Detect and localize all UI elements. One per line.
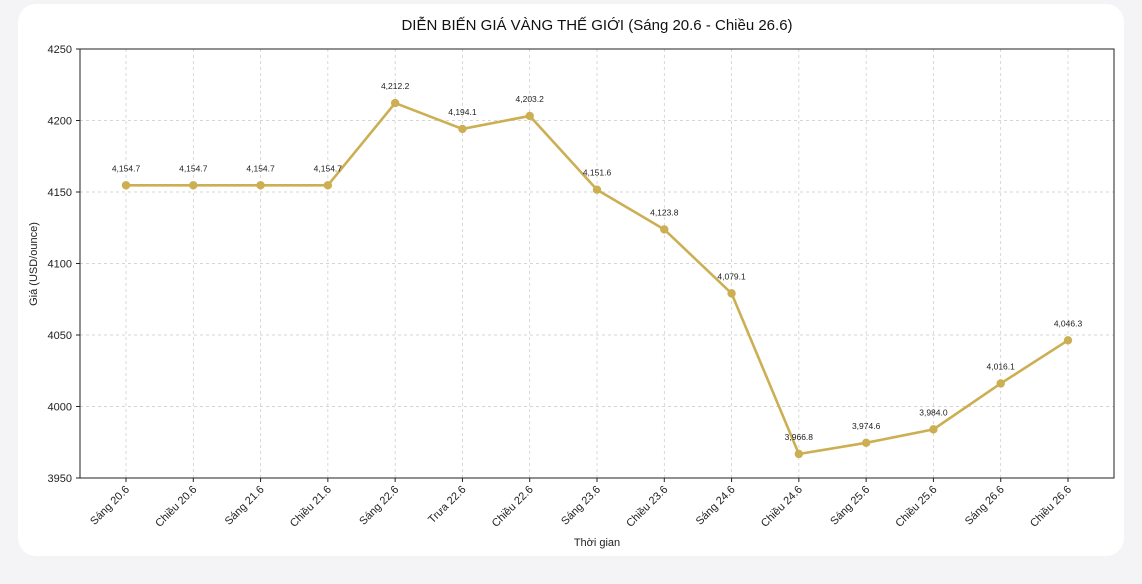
y-tick-label: 4250 xyxy=(48,44,72,56)
data-point xyxy=(256,181,265,190)
data-point xyxy=(929,425,938,434)
data-label: 4,212.2 xyxy=(381,81,410,91)
data-label: 4,154.7 xyxy=(314,163,343,173)
data-point xyxy=(525,111,534,121)
data-label: 3,984.0 xyxy=(919,407,948,417)
x-axis-ticks: Sáng 20.6 Chiều 20.6 Sáng 21.6 Chiều 21.6 Sá… xyxy=(88,478,1074,530)
data-label: 4,016.1 xyxy=(987,361,1016,371)
data-label: 4,203.2 xyxy=(516,94,545,104)
x-tick-label: Sáng 25.6 xyxy=(828,484,872,528)
y-tick-label: 3950 xyxy=(48,473,72,485)
series-layer: 4,154.7 4,154.7 4,154.7 4,154.7 4,212.2 4,194… xyxy=(112,81,1083,459)
data-point xyxy=(1063,336,1073,345)
x-tick-label: Chiều 24.6 xyxy=(759,484,805,530)
y-axis-ticks: 3950 4000 4050 4100 4150 4200 4250 xyxy=(48,44,80,485)
y-axis-label: Giá (USD/ounce) xyxy=(28,222,40,306)
y-tick-label: 4050 xyxy=(48,330,72,342)
x-tick-label: Chiều 20.6 xyxy=(153,484,199,530)
data-point xyxy=(592,185,602,194)
x-tick-label: Sáng 26.6 xyxy=(963,484,1007,528)
x-tick-label: Sáng 22.6 xyxy=(357,484,401,528)
data-point xyxy=(660,225,669,234)
data-point xyxy=(996,379,1005,388)
data-label: 4,046.3 xyxy=(1054,318,1083,328)
x-axis-label: Thời gian xyxy=(574,537,620,549)
data-point xyxy=(390,98,400,108)
data-label: 4,151.6 xyxy=(583,168,612,178)
x-tick-label: Chiều 23.6 xyxy=(624,484,670,530)
data-label: 4,154.7 xyxy=(179,163,208,173)
data-label: 3,966.8 xyxy=(785,432,814,442)
y-tick-label: 4000 xyxy=(48,402,72,414)
data-label: 3,974.6 xyxy=(852,421,881,431)
data-label: 4,123.8 xyxy=(650,207,679,217)
x-tick-label: Chiều 21.6 xyxy=(288,484,334,530)
x-tick-label: Chiều 26.6 xyxy=(1028,484,1074,530)
x-tick-label: Sáng 24.6 xyxy=(694,484,738,528)
x-tick-label: Sáng 23.6 xyxy=(559,484,603,528)
data-point xyxy=(189,181,198,190)
y-tick-label: 4100 xyxy=(48,259,72,271)
data-label: 4,154.7 xyxy=(112,163,141,173)
x-tick-label: Chiều 25.6 xyxy=(893,484,939,530)
x-tick-label: Sáng 21.6 xyxy=(223,484,267,528)
chart-card xyxy=(18,4,1124,556)
data-point xyxy=(121,181,131,190)
y-tick-label: 4150 xyxy=(48,187,72,199)
grid xyxy=(80,48,1114,479)
x-tick-label: Trưa 22.6 xyxy=(426,484,468,526)
data-point xyxy=(323,181,333,190)
data-point xyxy=(794,449,804,459)
data-point xyxy=(861,438,871,448)
data-label: 4,194.1 xyxy=(448,107,477,117)
data-point xyxy=(727,289,736,298)
x-tick-label: Sáng 20.6 xyxy=(88,484,132,528)
y-tick-label: 4200 xyxy=(48,116,72,128)
chart-title: DIỄN BIẾN GIÁ VÀNG THẾ GIỚI (Sáng 20.6 -… xyxy=(401,17,792,34)
x-tick-label: Chiều 22.6 xyxy=(490,484,536,530)
data-label: 4,154.7 xyxy=(246,163,275,173)
data-label: 4,079.1 xyxy=(717,271,746,281)
data-point xyxy=(458,124,467,134)
